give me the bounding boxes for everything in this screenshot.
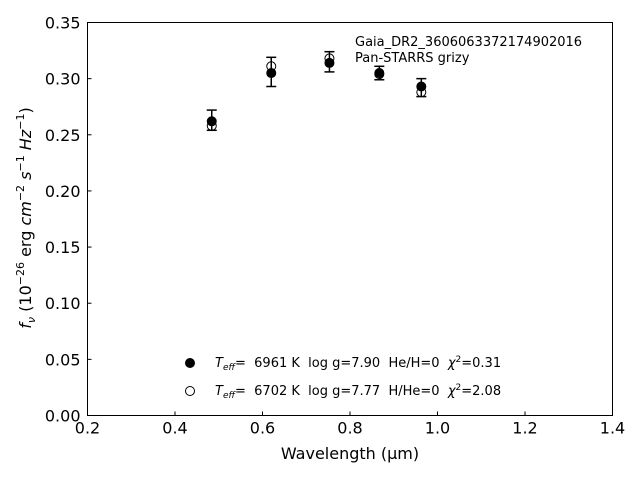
y-axis-ticks: 0.00 0.05 0.10 0.15 0.20 0.25 0.30 0.35 [45,14,92,426]
y-tick-label: 0.20 [45,182,81,201]
legend-label-filled: Teff= 6961 K log g=7.90 He/H=0 χ2=0.31 [215,355,501,373]
x-tick-label: 0.4 [162,419,187,438]
y-axis-label: fν (10−26 erg cm−2 s−1 Hz−1) [14,107,38,328]
x-tick-label: 0.2 [75,419,100,438]
y-tick-label: 0.35 [45,14,81,33]
x-axis-ticks: 0.2 0.4 0.6 0.8 1.0 1.2 1.4 [75,411,625,438]
x-tick-label: 1.2 [512,419,537,438]
annotation-survey: Pan-STARRS grizy [355,51,470,66]
y-tick-label: 0.10 [45,294,81,313]
data-points [206,53,427,131]
y-tick-label: 0.00 [45,407,81,426]
y-tick-label: 0.05 [45,350,81,369]
model-point-filled [206,116,217,127]
model-point-filled [374,68,385,79]
x-tick-label: 0.8 [337,419,362,438]
legend-marker-open [185,386,195,396]
legend-marker-filled [185,358,195,368]
model-point-filled [416,81,427,92]
x-tick-label: 0.6 [250,419,275,438]
legend: Teff= 6961 K log g=7.90 He/H=0 χ2=0.31 T… [185,355,501,401]
x-tick-label: 1.0 [425,419,450,438]
model-point-filled [324,57,335,68]
x-axis-label: Wavelength (μm) [281,444,419,463]
x-tick-label: 1.4 [600,419,625,438]
y-tick-label: 0.15 [45,238,81,257]
model-point-filled [266,68,277,79]
plot-frame [87,22,613,416]
legend-label-open: Teff= 6702 K log g=7.77 H/He=0 χ2=2.08 [215,383,501,401]
y-tick-label: 0.30 [45,70,81,89]
y-tick-label: 0.25 [45,126,81,145]
annotation-target: Gaia_DR2_3606063372174902016 [355,35,582,50]
